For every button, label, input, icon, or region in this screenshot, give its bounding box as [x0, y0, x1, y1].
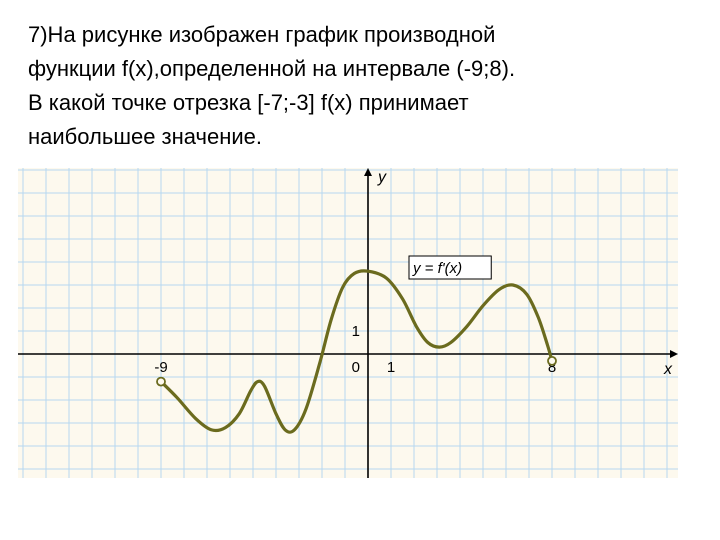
derivative-chart: yx-90181y = f'(x) [18, 168, 678, 478]
problem-line-2: функции f(x),определенной на интервале (… [28, 52, 692, 86]
problem-line-1: 7)На рисунке изображен график производно… [28, 18, 692, 52]
problem-text: 7)На рисунке изображен график производно… [28, 18, 692, 154]
svg-text:1: 1 [352, 323, 360, 340]
chart-svg: yx-90181y = f'(x) [18, 168, 678, 478]
problem-line-4: наибольшее значение. [28, 120, 692, 154]
svg-text:x: x [663, 361, 673, 378]
svg-text:0: 0 [352, 359, 360, 376]
svg-text:y: y [377, 169, 387, 186]
svg-text:y = f'(x): y = f'(x) [412, 260, 462, 277]
svg-text:-9: -9 [154, 359, 167, 376]
problem-line-3: В какой точке отрезка [-7;-3] f(x) прини… [28, 86, 692, 120]
svg-text:1: 1 [387, 359, 395, 376]
